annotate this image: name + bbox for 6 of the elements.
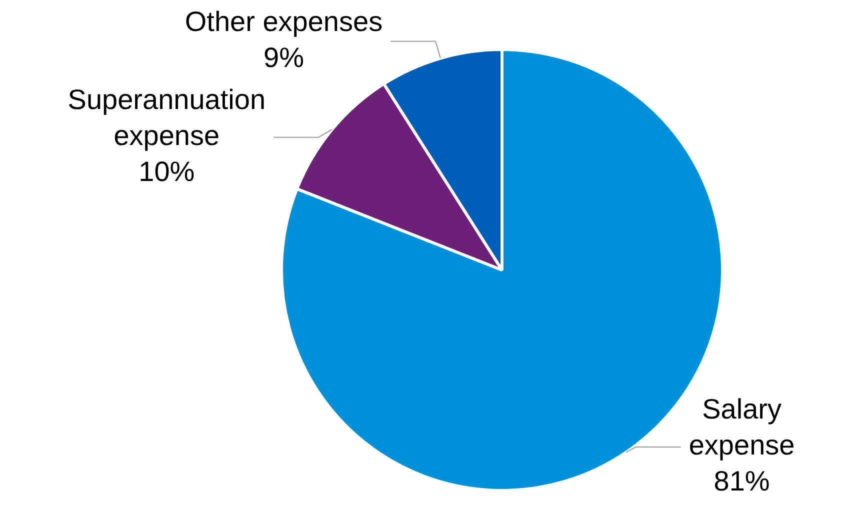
slice-label: Superannuation expense (68, 84, 266, 152)
data-label: 9% (263, 42, 304, 74)
data-label: 81% (714, 466, 770, 497)
data-label: 10% (138, 156, 195, 188)
slice-label: Other expenses (184, 6, 383, 38)
slice-label: Salary expense (688, 394, 795, 461)
